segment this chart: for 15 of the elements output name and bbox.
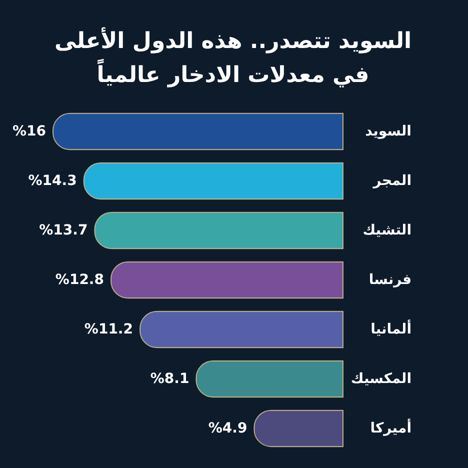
data-label: %8.1 (150, 371, 190, 387)
data-label: %4.9 (208, 420, 248, 436)
y-tick-label: التشيك (362, 222, 412, 238)
data-label: %16 (12, 124, 46, 140)
y-tick-label: المكسيك (350, 371, 412, 387)
y-tick-label: السويد (365, 124, 412, 140)
y-tick-label: المجر (372, 173, 412, 189)
data-label: %12.8 (55, 272, 104, 288)
y-tick-label: ألمانيا (370, 320, 412, 338)
y-tick-label: أميركا (370, 418, 412, 436)
chart-title: السويد تتصدر.. هذه الدول الأعلى في معدلات الادخار عالمياً (54, 27, 412, 88)
data-label: %11.2 (84, 322, 133, 338)
data-label: %13.7 (39, 222, 88, 238)
y-tick-label: فرنسا (368, 272, 412, 288)
data-label: %14.3 (28, 173, 77, 189)
